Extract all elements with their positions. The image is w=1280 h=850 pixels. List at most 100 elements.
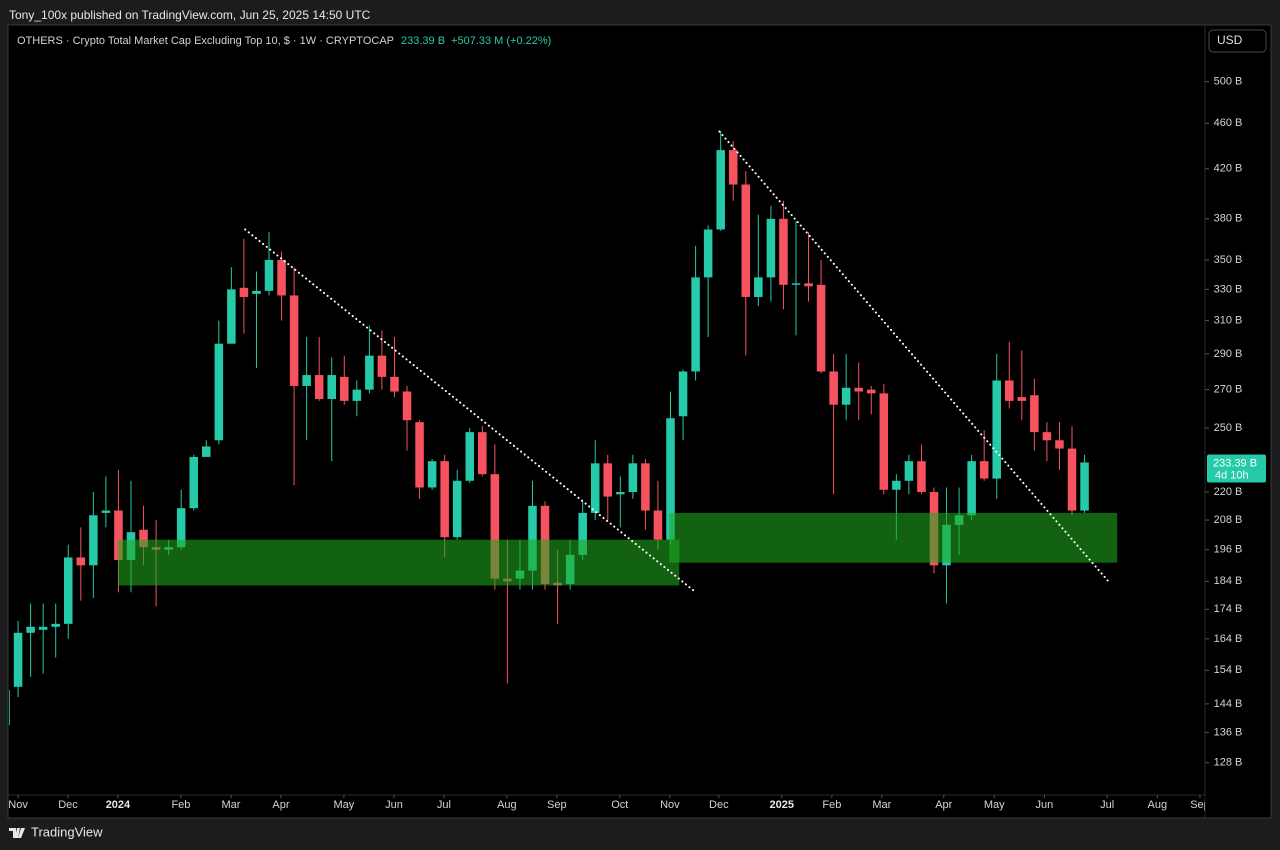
- candle-body: [866, 389, 876, 394]
- y-tick-label: 184 B: [1214, 575, 1243, 587]
- candle-body: [616, 492, 625, 495]
- x-tick-label: Apr: [935, 799, 952, 811]
- candle-body: [377, 355, 387, 377]
- x-tick-label: Sep: [547, 799, 567, 811]
- x-tick-label: Aug: [1148, 799, 1168, 811]
- candle-body: [9, 690, 10, 726]
- plot-area: [9, 130, 1118, 726]
- candle-body: [227, 289, 236, 344]
- candle-body: [440, 461, 449, 538]
- candle-body: [1017, 397, 1027, 401]
- y-tick-label: 500 B: [1214, 76, 1243, 88]
- x-tick-label: Nov: [660, 799, 680, 811]
- candle-body: [917, 461, 926, 493]
- candle-body: [239, 287, 249, 297]
- y-tick-label: 220 B: [1214, 486, 1243, 498]
- candle-body: [1055, 440, 1064, 449]
- x-tick-label: May: [984, 799, 1005, 811]
- candle-body: [590, 463, 600, 513]
- candle-body: [979, 461, 989, 479]
- candle-body: [390, 376, 399, 392]
- y-tick-label: 330 B: [1214, 283, 1243, 295]
- candle-body: [1042, 432, 1052, 441]
- x-tick-label: Sep: [1190, 799, 1210, 811]
- y-tick-label: 250 B: [1214, 422, 1243, 434]
- y-tick-label: 460 B: [1214, 117, 1243, 129]
- x-tick-label: Dec: [58, 799, 78, 811]
- candle-body: [76, 557, 86, 566]
- candle-body: [139, 529, 148, 548]
- x-tick-label: Jun: [385, 799, 403, 811]
- candle-body: [1067, 448, 1077, 511]
- candle-body: [214, 343, 224, 441]
- candle-body: [327, 375, 337, 399]
- candle-body: [51, 623, 60, 627]
- candle-body: [854, 387, 863, 392]
- candle-body: [904, 461, 914, 481]
- footer-brand: TradingView: [31, 824, 103, 839]
- candle-body: [766, 218, 776, 278]
- currency-button[interactable]: [1208, 29, 1267, 53]
- x-tick-label: 2024: [106, 799, 131, 811]
- candle-body: [816, 284, 826, 372]
- countdown-label: 4d 10h: [1215, 469, 1249, 481]
- candle-body: [314, 375, 324, 399]
- support-zone: [117, 539, 680, 586]
- candle-body: [89, 515, 98, 566]
- y-tick-label: 380 B: [1214, 213, 1243, 225]
- candle-body: [892, 480, 901, 490]
- y-tick-label: 164 B: [1214, 633, 1243, 645]
- x-tick-label: Mar: [222, 799, 241, 811]
- y-tick-label: 208 B: [1214, 514, 1243, 526]
- y-tick-label: 154 B: [1214, 664, 1243, 676]
- footer-logo: [9, 828, 25, 838]
- candle-body: [779, 218, 788, 285]
- candle-body: [264, 259, 274, 291]
- x-tick-label: Oct: [611, 799, 628, 811]
- publisher: Tony_100x published on TradingView.com, …: [9, 8, 371, 22]
- candle-body: [641, 463, 650, 511]
- candle-body: [791, 283, 801, 285]
- candle-body: [427, 461, 437, 488]
- candle-body: [452, 480, 462, 538]
- candle-body: [992, 380, 1001, 479]
- x-tick-label: Feb: [171, 799, 190, 811]
- support-zone: [669, 512, 1118, 563]
- candle-body: [252, 290, 261, 294]
- candle-body: [741, 184, 751, 297]
- candle-body: [1030, 395, 1039, 433]
- candle-body: [1005, 380, 1014, 401]
- trendline: [244, 228, 695, 592]
- candle-body: [703, 229, 713, 278]
- candle-body: [478, 432, 487, 475]
- y-tick-label: 144 B: [1214, 698, 1243, 710]
- candle-body: [490, 474, 500, 579]
- candle-body: [202, 446, 211, 457]
- candle-body: [415, 422, 424, 488]
- time-axis: Nov Dec 2024 Feb Mar Apr May Jun Jul Aug Sep Oct Nov…: [9, 795, 1210, 811]
- header-price: 233.39 B: [401, 35, 445, 47]
- x-tick-label: Jun: [1036, 799, 1054, 811]
- candle-body: [528, 505, 537, 571]
- candle-body: [653, 510, 663, 540]
- y-tick-label: 310 B: [1214, 315, 1243, 327]
- y-tick-label: 420 B: [1214, 163, 1243, 175]
- candle-body: [277, 259, 286, 296]
- last-price-label: 233.39 B: [1213, 457, 1257, 469]
- candle-body: [728, 150, 738, 185]
- candle-body: [804, 283, 813, 287]
- y-tick-label: 128 B: [1214, 757, 1243, 769]
- x-tick-label: Feb: [822, 799, 841, 811]
- candle-body: [365, 355, 374, 390]
- candle-body: [465, 432, 475, 481]
- x-tick-label: May: [334, 799, 355, 811]
- x-tick-label: Jul: [437, 799, 451, 811]
- currency-label[interactable]: USD: [1217, 33, 1243, 47]
- y-tick-label: 350 B: [1214, 254, 1243, 266]
- candle-body: [578, 512, 587, 555]
- y-tick-label: 174 B: [1214, 603, 1243, 615]
- candle-body: [63, 557, 73, 624]
- chart-panel: [7, 24, 1272, 819]
